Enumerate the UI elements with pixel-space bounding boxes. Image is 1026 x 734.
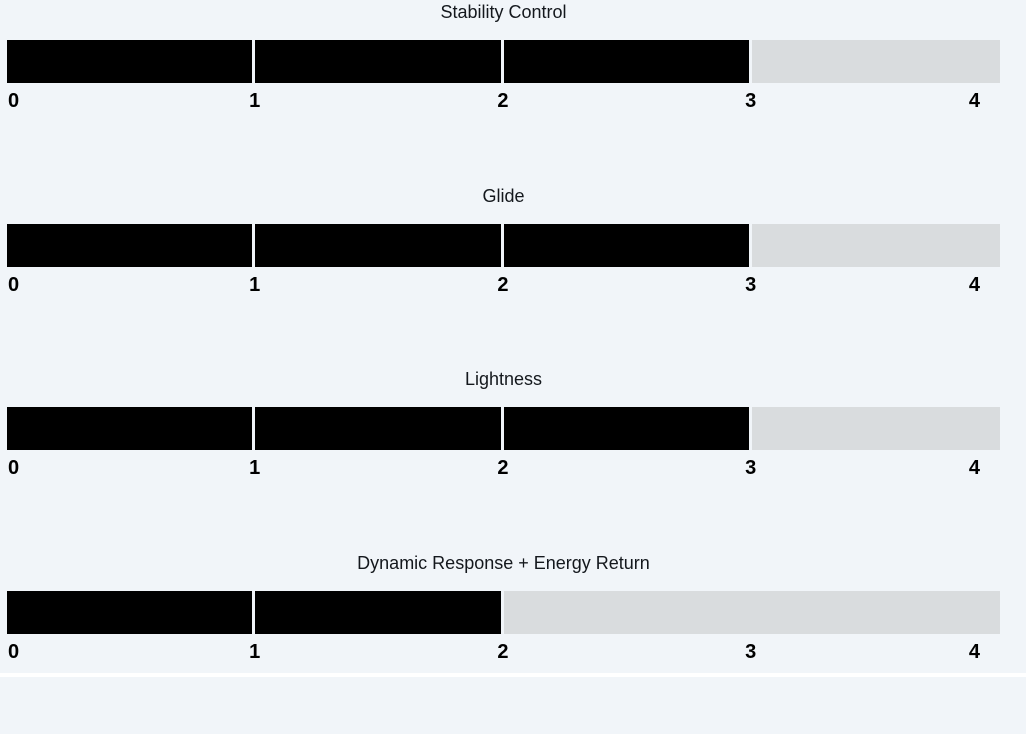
bar-fill-segment [255,224,503,267]
rating-bar-fill [7,407,752,450]
tick-label-1: 1 [249,458,260,478]
rating-chart-dynamic-response-energy-return: Dynamic Response + Energy Return 0 1 2 3… [7,551,1000,734]
rating-bar-fill [7,591,504,634]
rating-charts-panel: Stability Control 0 1 2 3 4 Glide 0 1 2 … [7,0,1000,734]
bar-fill-segment [255,40,503,83]
tick-label-2: 2 [497,642,508,662]
tick-label-4: 4 [969,275,980,295]
bar-fill-segment [504,407,752,450]
rating-chart-glide: Glide 0 1 2 3 4 [7,184,1000,368]
tick-label-0: 0 [8,458,19,478]
bar-fill-segment [7,224,255,267]
bar-fill-segment [7,40,255,83]
chart-title: Stability Control [7,2,1000,23]
bar-fill-segment [255,407,503,450]
bar-fill-segment [7,591,255,634]
tick-label-3: 3 [745,275,756,295]
chart-title: Glide [7,186,1000,207]
rating-bar [7,224,1000,267]
tick-label-1: 1 [249,91,260,111]
axis-tick-labels: 0 1 2 3 4 [7,91,1000,113]
chart-title: Dynamic Response + Energy Return [7,553,1000,574]
rating-chart-stability-control: Stability Control 0 1 2 3 4 [7,0,1000,184]
rating-bar-fill [7,224,752,267]
tick-label-4: 4 [969,642,980,662]
rating-bar [7,591,1000,634]
tick-label-3: 3 [745,642,756,662]
rating-bar [7,407,1000,450]
rating-bar [7,40,1000,83]
tick-label-0: 0 [8,275,19,295]
tick-label-4: 4 [969,91,980,111]
bar-fill-segment [504,40,752,83]
bar-fill-segment [255,591,503,634]
bar-fill-segment [504,224,752,267]
axis-tick-labels: 0 1 2 3 4 [7,275,1000,297]
tick-label-0: 0 [8,642,19,662]
tick-label-3: 3 [745,458,756,478]
tick-label-4: 4 [969,458,980,478]
tick-label-2: 2 [497,275,508,295]
tick-label-1: 1 [249,642,260,662]
rating-bar-fill [7,40,752,83]
rating-chart-lightness: Lightness 0 1 2 3 4 [7,367,1000,551]
tick-label-2: 2 [497,91,508,111]
bar-fill-segment [7,407,255,450]
bottom-edge-strip [0,673,1026,677]
tick-label-0: 0 [8,91,19,111]
axis-tick-labels: 0 1 2 3 4 [7,458,1000,480]
tick-label-2: 2 [497,458,508,478]
chart-title: Lightness [7,369,1000,390]
tick-label-1: 1 [249,275,260,295]
tick-label-3: 3 [745,91,756,111]
axis-tick-labels: 0 1 2 3 4 [7,642,1000,664]
